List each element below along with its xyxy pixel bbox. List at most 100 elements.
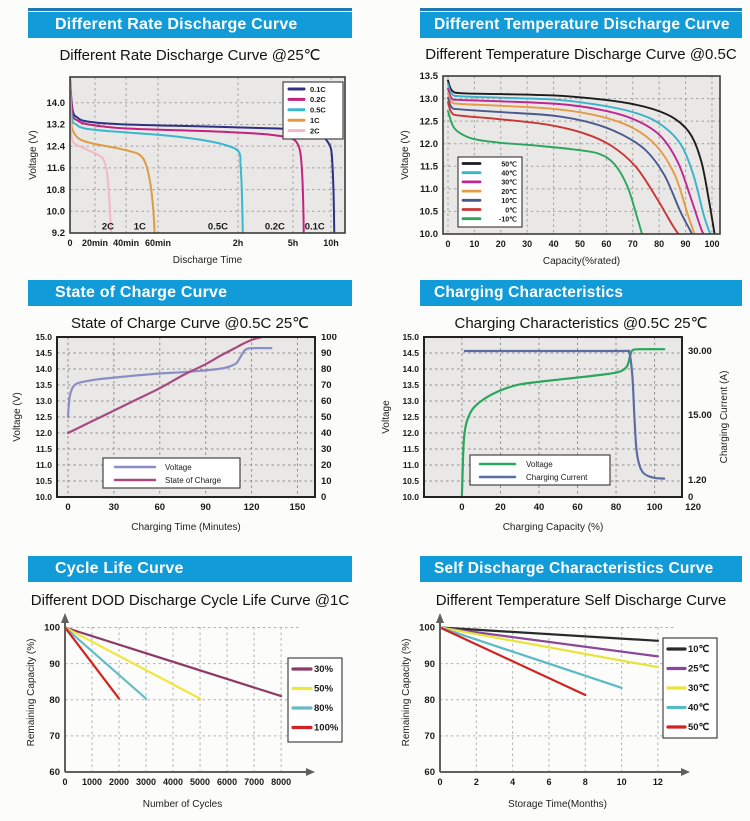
svg-text:15.00: 15.00 xyxy=(688,410,712,421)
svg-text:70: 70 xyxy=(321,380,332,391)
svg-text:10℃: 10℃ xyxy=(501,197,517,205)
svg-text:0.1C: 0.1C xyxy=(310,85,326,94)
svg-text:Voltage (V): Voltage (V) xyxy=(400,130,411,179)
svg-text:20: 20 xyxy=(495,502,506,513)
svg-text:20℃: 20℃ xyxy=(501,188,517,196)
svg-text:0.2C: 0.2C xyxy=(310,95,326,104)
svg-text:30℃: 30℃ xyxy=(688,683,710,694)
svg-text:40℃: 40℃ xyxy=(501,170,517,178)
svg-text:20min: 20min xyxy=(82,238,108,248)
svg-text:9.2: 9.2 xyxy=(52,228,65,239)
svg-text:Charging Current: Charging Current xyxy=(526,473,588,482)
svg-text:80%: 80% xyxy=(314,703,334,714)
svg-text:10.0: 10.0 xyxy=(402,492,419,502)
svg-text:13.5: 13.5 xyxy=(402,380,419,390)
svg-text:8000: 8000 xyxy=(271,777,291,787)
svg-text:0.5C: 0.5C xyxy=(208,222,228,233)
panel-state-of-charge: State of Charge Curve State of Charge Cu… xyxy=(0,270,375,548)
svg-text:11.0: 11.0 xyxy=(403,460,419,470)
svg-text:90: 90 xyxy=(321,348,332,359)
svg-text:Remaining Capacity (%): Remaining Capacity (%) xyxy=(401,639,412,747)
svg-text:70: 70 xyxy=(628,239,638,249)
svg-text:60: 60 xyxy=(321,396,332,407)
state-of-charge-chart: 0 30 60 90 120 150 15.0 14.5 14.0 13.5 13.0 12.5 12.… xyxy=(12,334,337,533)
svg-text:Charging Current (A): Charging Current (A) xyxy=(719,371,730,464)
svg-text:13.0: 13.0 xyxy=(420,94,439,105)
svg-text:30℃: 30℃ xyxy=(501,179,517,187)
self-discharge-chart: 0 2 4 6 8 10 12 100 90 80 70 60 Storage Time(Months)… xyxy=(401,613,718,810)
svg-text:120: 120 xyxy=(685,502,701,513)
svg-text:Storage Time(Months): Storage Time(Months) xyxy=(508,799,607,810)
svg-text:10.5: 10.5 xyxy=(420,207,439,218)
svg-text:5h: 5h xyxy=(288,238,299,248)
svg-text:1000: 1000 xyxy=(82,777,102,787)
panel-rate-discharge: Different Rate Discharge Curve Different… xyxy=(0,0,375,270)
svg-text:Voltage (V): Voltage (V) xyxy=(12,392,23,441)
svg-text:70: 70 xyxy=(49,731,60,742)
svg-text:50: 50 xyxy=(575,239,585,249)
svg-text:40min: 40min xyxy=(113,238,139,248)
svg-text:1C: 1C xyxy=(310,116,320,125)
svg-text:100: 100 xyxy=(704,239,719,249)
svg-text:14.5: 14.5 xyxy=(402,348,419,358)
svg-text:10: 10 xyxy=(617,777,627,787)
svg-text:70: 70 xyxy=(424,731,435,742)
svg-text:Capacity(%rated): Capacity(%rated) xyxy=(543,256,620,267)
svg-text:50℃: 50℃ xyxy=(501,160,517,168)
svg-text:80: 80 xyxy=(654,239,664,249)
top-rule xyxy=(420,8,742,11)
svg-text:50%: 50% xyxy=(314,683,334,694)
svg-text:0: 0 xyxy=(62,777,67,787)
panel-header-temperature-discharge: Different Temperature Discharge Curve xyxy=(420,12,742,38)
svg-text:60: 60 xyxy=(154,502,165,513)
svg-text:4000: 4000 xyxy=(163,777,183,787)
svg-text:13.2: 13.2 xyxy=(47,120,66,131)
panel-charging-characteristics: Charging Characteristics Charging Charac… xyxy=(375,270,750,548)
svg-text:0: 0 xyxy=(321,492,326,503)
panel-subtitle-temperature-discharge: Different Temperature Discharge Curve @0… xyxy=(425,46,737,63)
svg-text:0.1C: 0.1C xyxy=(305,222,325,233)
svg-text:0℃: 0℃ xyxy=(505,206,517,214)
svg-text:80: 80 xyxy=(49,695,60,706)
svg-text:10.5: 10.5 xyxy=(402,476,419,486)
svg-text:50℃: 50℃ xyxy=(688,722,710,733)
svg-text:14.0: 14.0 xyxy=(35,364,52,374)
svg-text:Charging Time (Minutes): Charging Time (Minutes) xyxy=(131,522,240,533)
svg-text:60min: 60min xyxy=(145,238,171,248)
svg-text:12.0: 12.0 xyxy=(35,428,52,438)
svg-text:0: 0 xyxy=(445,239,450,249)
svg-text:10: 10 xyxy=(321,476,332,487)
svg-text:0: 0 xyxy=(688,492,693,503)
svg-text:Remaining Capacity (%): Remaining Capacity (%) xyxy=(26,639,37,747)
svg-text:12.5: 12.5 xyxy=(35,412,52,422)
svg-text:11.0: 11.0 xyxy=(36,460,52,470)
svg-text:11.6: 11.6 xyxy=(47,163,65,174)
svg-text:10.0: 10.0 xyxy=(420,229,439,240)
svg-text:12.5: 12.5 xyxy=(402,412,419,422)
svg-text:Voltage (V): Voltage (V) xyxy=(28,130,39,179)
svg-text:10℃: 10℃ xyxy=(688,644,710,655)
svg-text:10.0: 10.0 xyxy=(47,206,66,217)
svg-text:80: 80 xyxy=(321,364,332,375)
svg-text:10h: 10h xyxy=(323,238,339,248)
svg-text:100: 100 xyxy=(647,502,663,513)
svg-text:10.8: 10.8 xyxy=(47,185,66,196)
svg-text:50: 50 xyxy=(321,412,332,423)
panel-subtitle-self-discharge: Different Temperature Self Discharge Cur… xyxy=(435,592,727,609)
svg-text:30: 30 xyxy=(321,444,332,455)
svg-text:11.5: 11.5 xyxy=(403,444,419,454)
svg-text:Charging Capacity (%): Charging Capacity (%) xyxy=(503,522,604,533)
svg-text:90: 90 xyxy=(424,659,435,670)
svg-text:10: 10 xyxy=(469,239,479,249)
svg-text:90: 90 xyxy=(681,239,691,249)
svg-text:8: 8 xyxy=(583,777,588,787)
svg-text:100: 100 xyxy=(44,623,60,634)
svg-text:14.5: 14.5 xyxy=(35,348,52,358)
svg-text:12.5: 12.5 xyxy=(420,116,439,127)
svg-text:13.5: 13.5 xyxy=(420,71,439,82)
svg-text:6000: 6000 xyxy=(217,777,237,787)
svg-text:30: 30 xyxy=(109,502,120,513)
svg-text:11.5: 11.5 xyxy=(420,161,439,172)
